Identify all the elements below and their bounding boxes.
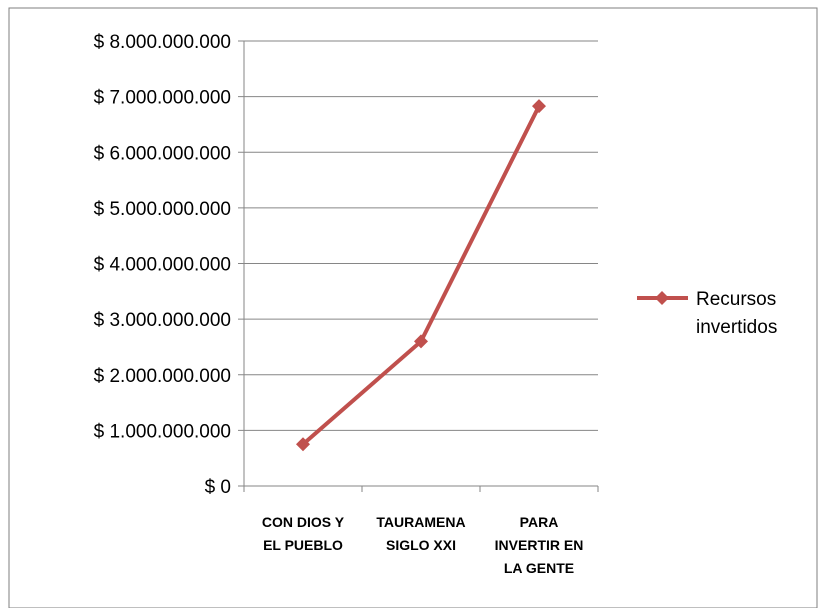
y-tick-label: $ 0 [205,477,231,498]
legend: Recursos invertidos [637,289,777,338]
x-tick-label: PARA INVERTIR EN LA GENTE [495,514,584,576]
series-group [296,99,546,452]
gridlines [244,40,598,431]
y-tick-label: $ 6.000.000.000 [94,143,231,164]
chart-border [8,7,818,608]
data-point-marker [532,99,546,114]
data-point-marker [414,334,428,349]
y-tick-label: $ 7.000.000.000 [94,88,231,109]
y-tick-label: $ 8.000.000.000 [94,32,231,53]
legend-marker [655,291,669,305]
axes [238,40,599,492]
y-tick-label: $ 3.000.000.000 [94,310,231,331]
x-tick-label: TAURAMENA SIGLO XXI [376,514,465,553]
y-tick-label: $ 1.000.000.000 [94,421,231,442]
data-point-marker [296,437,310,452]
y-tick-label: $ 2.000.000.000 [94,366,231,387]
x-axis-labels: CON DIOS Y EL PUEBLO TAURAMENA SIGLO XXI PAR… [262,514,583,576]
x-tick-label: CON DIOS Y EL PUEBLO [262,514,345,553]
y-tick-label: $ 4.000.000.000 [94,255,231,276]
y-axis-labels: $ 0 $ 1.000.000.000 $ 2.000.000.000 $ 3.000… [94,32,231,498]
legend-label: Recursos invertidos [696,289,777,338]
y-tick-label: $ 5.000.000.000 [94,199,231,220]
